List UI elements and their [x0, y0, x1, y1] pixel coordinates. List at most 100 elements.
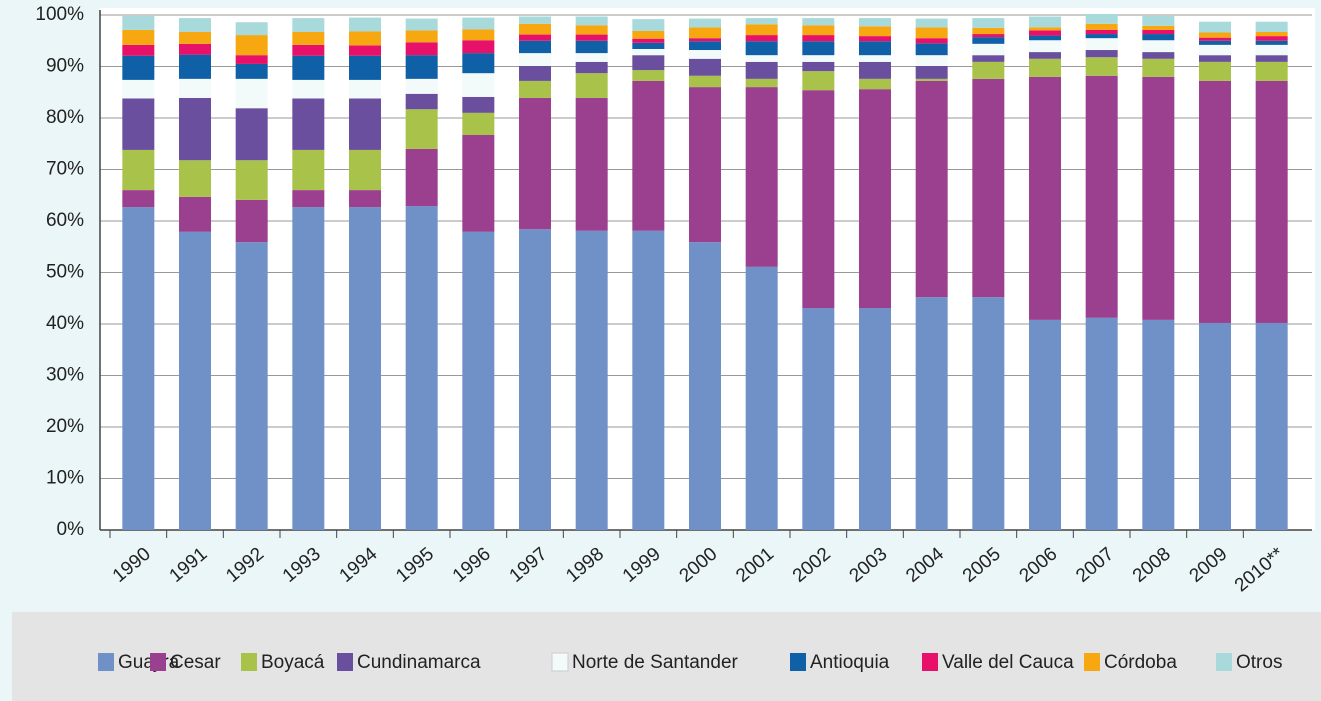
- bar-segment: [349, 55, 381, 80]
- bar-segment: [462, 29, 495, 41]
- bar-segment: [745, 78, 778, 88]
- bar-segment: [122, 44, 155, 56]
- bar-segment: [915, 38, 948, 44]
- bar-segment: [859, 308, 891, 530]
- legend-swatch: [337, 653, 353, 671]
- legend-swatch: [551, 652, 569, 672]
- bar-segment: [632, 30, 665, 39]
- bar-segment: [1199, 55, 1231, 62]
- bar-segment: [689, 75, 721, 88]
- bar-segment: [1142, 34, 1175, 41]
- bar-segment: [1199, 61, 1231, 81]
- bar-segment: [745, 61, 778, 79]
- bar-segment: [405, 78, 438, 94]
- bar-segment: [802, 308, 835, 530]
- bar-segment: [519, 16, 551, 24]
- bar-segment: [122, 190, 155, 208]
- bar-segment: [745, 87, 778, 267]
- bar-segment: [349, 98, 381, 150]
- bar-segment: [745, 266, 778, 530]
- legend-label: Cesar: [170, 652, 221, 673]
- bar-segment: [802, 90, 835, 309]
- bar-segment: [1255, 36, 1288, 41]
- bar-segment: [689, 38, 721, 42]
- bar-segment: [179, 18, 211, 32]
- bar-segment: [122, 29, 155, 45]
- bar-segment: [1255, 44, 1288, 56]
- bar-segment: [575, 34, 608, 41]
- bar-segment: [689, 87, 721, 243]
- bar-segment: [915, 80, 948, 298]
- bar-segment: [405, 109, 438, 149]
- bar-segment: [235, 242, 268, 531]
- bar-segment: [745, 18, 778, 25]
- bar-segment: [462, 17, 495, 30]
- bar-segment: [462, 40, 495, 54]
- bar-segment: [859, 41, 891, 56]
- bar-segment: [575, 16, 608, 26]
- bar-segment: [575, 25, 608, 35]
- bar-segment: [519, 53, 551, 66]
- bar-segment: [1085, 29, 1118, 35]
- bar-segment: [235, 63, 268, 79]
- bar-segment: [632, 42, 665, 49]
- bar-segment: [802, 55, 835, 62]
- bar-segment: [972, 18, 1005, 28]
- bar-segment: [689, 41, 721, 51]
- bar-segment: [349, 79, 381, 99]
- bar-segment: [1255, 21, 1288, 32]
- bar-segment: [859, 78, 891, 90]
- bar-segment: [972, 55, 1005, 62]
- bar-segment: [802, 71, 835, 91]
- bar-segment: [349, 31, 381, 46]
- bar-segment: [802, 41, 835, 56]
- bar-segment: [462, 73, 495, 97]
- bar-segment: [349, 207, 381, 530]
- legend-swatch: [1084, 653, 1100, 671]
- bar-segment: [915, 65, 948, 79]
- bar-segment: [462, 112, 495, 135]
- bar-segment: [575, 61, 608, 74]
- bar-segment: [405, 93, 438, 110]
- legend-swatch: [922, 653, 938, 671]
- legend-swatch: [150, 653, 166, 671]
- bar-segment: [1199, 37, 1231, 41]
- bar-segment: [1255, 322, 1288, 530]
- bar-segment: [1029, 27, 1061, 31]
- bar-segment: [235, 35, 268, 56]
- bar-segment: [1142, 76, 1175, 320]
- legend-swatch: [241, 653, 257, 671]
- bar-segment: [915, 55, 948, 66]
- bar-segment: [349, 17, 381, 32]
- bar-segment: [1255, 31, 1288, 37]
- y-tick-label: 20%: [46, 416, 84, 437]
- y-tick-label: 10%: [46, 468, 84, 489]
- bar-segment: [972, 297, 1005, 530]
- bar-segment: [632, 80, 665, 231]
- bar-segment: [122, 16, 155, 30]
- bar-segment: [1199, 32, 1231, 38]
- bar-segment: [632, 19, 665, 31]
- bar-segment: [972, 61, 1005, 79]
- bar-segment: [1029, 76, 1061, 320]
- bar-segment: [972, 37, 1005, 44]
- bar-segment: [1199, 322, 1231, 530]
- bar-segment: [632, 230, 665, 530]
- bar-segment: [575, 97, 608, 231]
- bar-segment: [972, 78, 1005, 298]
- legend-label: Otros: [1236, 652, 1282, 673]
- bar-segment: [292, 79, 325, 99]
- y-tick-label: 80%: [46, 107, 84, 128]
- bar-segment: [235, 160, 268, 200]
- bar-segment: [1142, 58, 1175, 77]
- bar-segment: [859, 55, 891, 62]
- bar-segment: [1029, 30, 1061, 36]
- bar-segment: [1085, 75, 1118, 318]
- bar-segment: [802, 35, 835, 42]
- bar-segment: [972, 34, 1005, 38]
- bar-segment: [292, 190, 325, 208]
- bar-segment: [689, 50, 721, 59]
- bar-segment: [292, 98, 325, 150]
- y-tick-label: 50%: [46, 262, 84, 283]
